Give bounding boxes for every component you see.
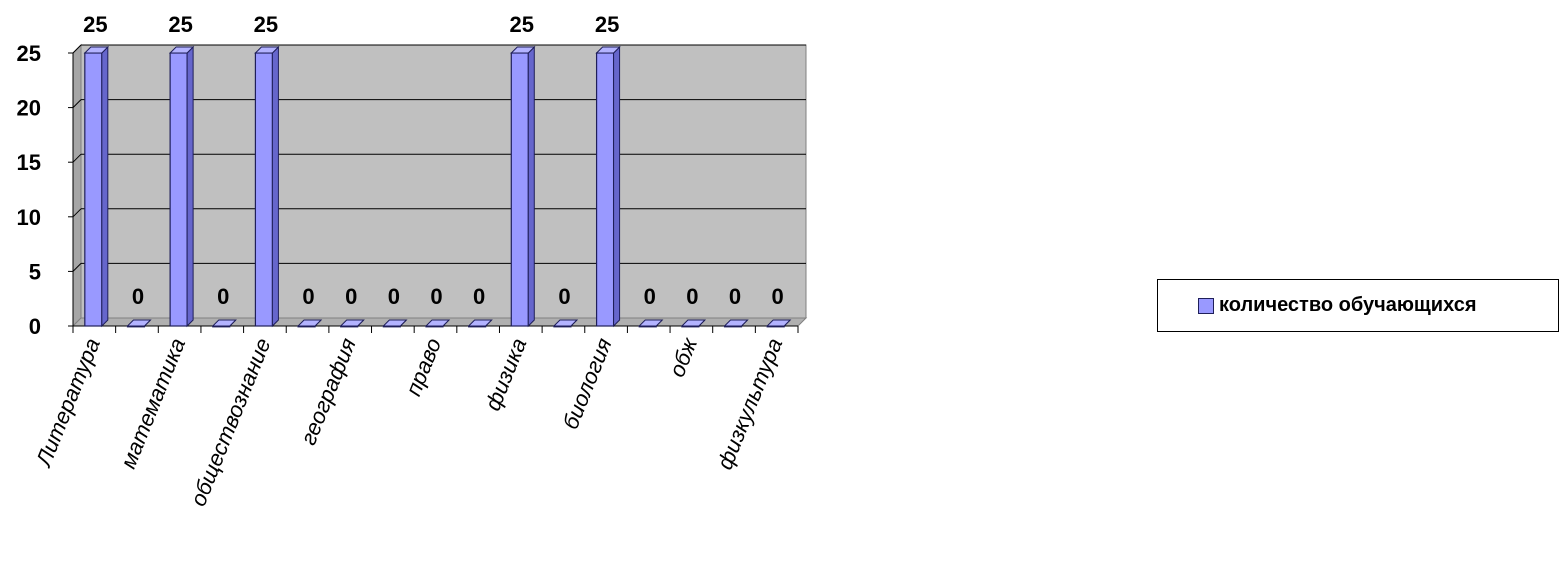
bar [296,319,323,328]
side-wall [72,43,82,328]
data-label: 0 [217,284,229,309]
data-label: 0 [473,284,485,309]
gridline-side [72,44,82,54]
bar [467,319,493,328]
legend-swatch [1198,297,1214,314]
data-label: 0 [772,284,784,309]
category-label: обж [664,334,702,381]
legend: количество обучающихся [1157,279,1559,332]
y-axis: 0 5 10 15 20 25 [17,41,74,339]
gridlines [72,44,806,272]
y-tick-label: 15 [17,150,41,175]
data-label: 0 [388,284,400,309]
data-label: 0 [729,284,741,309]
bar [126,319,152,328]
bars [83,45,792,328]
bar [83,45,110,328]
legend-label: количество обучающихся [1219,294,1477,316]
bar [595,45,621,328]
data-label: 0 [644,284,656,309]
category-label: обществознание [185,335,275,510]
gridline-side [72,153,82,163]
category-label: Литература [30,335,105,472]
y-tick-label: 0 [29,314,41,339]
data-label: 0 [345,284,357,309]
category-label: география [295,334,361,448]
bar [510,45,536,328]
y-tick-label: 25 [17,41,41,66]
gridline-side [72,208,82,218]
gridline-side [72,99,82,108]
bar [552,319,579,328]
data-label: 25 [168,12,192,37]
category-label: математика [115,335,190,472]
data-label: 0 [430,284,442,309]
bar [211,319,237,328]
data-label: 25 [510,12,534,37]
y-tick-label: 5 [29,259,41,284]
bar-chart: 0 5 10 15 20 25 25 0 25 0 25 0 0 0 0 0 25 0 25 0 0 0 0 Литера… [17,12,808,510]
bar [638,319,664,328]
data-label: 25 [83,12,107,37]
category-label: физика [480,335,532,415]
bar [382,319,408,328]
gridline-side [72,263,82,272]
data-label: 0 [686,284,698,309]
data-label: 25 [254,12,278,37]
bar [765,319,792,328]
category-label: биология [558,334,617,432]
data-label: 25 [595,12,619,37]
bar [168,45,195,328]
bar [680,319,707,328]
y-tick-label: 10 [17,205,41,230]
data-label: 0 [132,284,144,309]
category-label: право [401,335,447,400]
bar [339,319,365,328]
category-label: физкультура [712,335,787,474]
bar [723,319,749,328]
data-labels: 25 0 25 0 25 0 0 0 0 0 25 0 25 0 0 0 0 [83,12,784,309]
data-label: 0 [558,284,570,309]
bar [254,45,280,328]
y-tick-label: 20 [17,96,41,121]
bar [424,319,451,328]
data-label: 0 [302,284,314,309]
